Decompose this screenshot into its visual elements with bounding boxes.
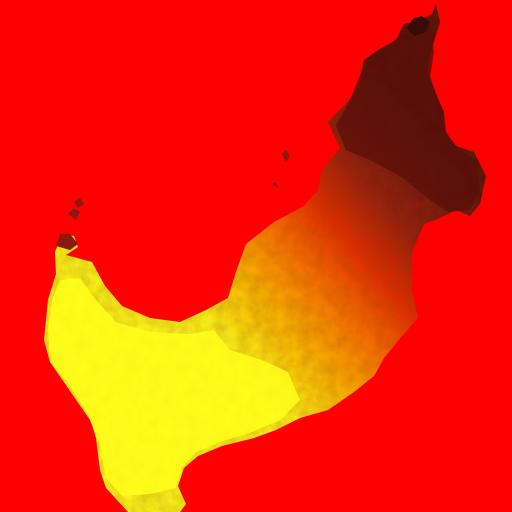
small-island-west-2 [68, 208, 80, 220]
small-island-west-3 [74, 198, 84, 208]
small-island-north [282, 150, 290, 162]
small-island-north-2 [272, 182, 278, 188]
yellow-core-zone [48, 278, 300, 496]
small-island-east [412, 200, 420, 212]
dark-highland-zone [336, 20, 480, 212]
small-island-west [56, 234, 78, 250]
island-top [406, 16, 430, 36]
